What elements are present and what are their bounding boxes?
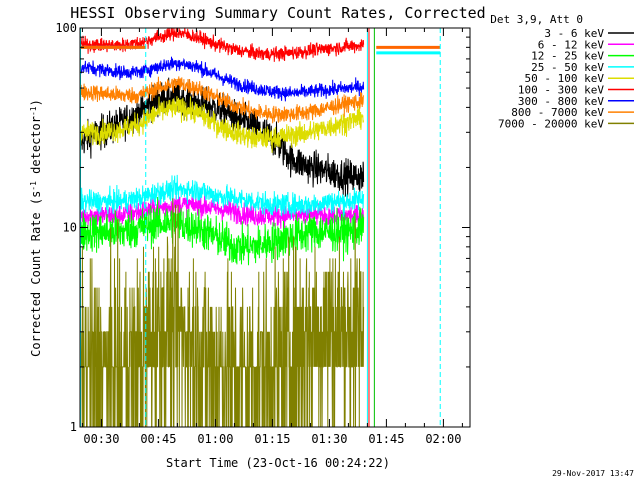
- legend-label: 100 - 300 keV: [518, 84, 604, 97]
- timestamp: 29-Nov-2017 13:47: [552, 469, 634, 478]
- legend-label: 300 - 800 keV: [518, 95, 604, 108]
- x-tick-label: 01:45: [368, 432, 404, 446]
- x-tick-label: 00:45: [140, 432, 176, 446]
- series-12-25kev: [80, 196, 365, 266]
- series-7000-20000kev: [80, 198, 365, 427]
- legend-label: 800 - 7000 keV: [511, 106, 604, 119]
- series-50-100kev: [80, 96, 365, 153]
- series-layer: [80, 28, 365, 427]
- series-100-300kev: [80, 28, 365, 62]
- axes: 00:30 00:45 01:00 01:15 01:30 01:45 02:00 1 10 10…: [55, 21, 471, 446]
- legend-label: 25 - 50 keV: [531, 61, 604, 74]
- x-tick-label: 01:15: [254, 432, 290, 446]
- legend-label: 3 - 6 keV: [544, 27, 604, 40]
- legend-label: 12 - 25 keV: [531, 50, 604, 63]
- y-tick-label: 100: [55, 21, 77, 35]
- series-25-50kev: [80, 174, 365, 220]
- legend-label: 6 - 12 keV: [538, 38, 605, 51]
- x-tick-label: 02:00: [425, 432, 461, 446]
- x-tick-label: 00:30: [83, 432, 119, 446]
- legend-title: Det 3,9, Att 0: [490, 13, 583, 26]
- series-800-7000kev: [80, 76, 365, 124]
- chart-title: HESSI Observing Summary Count Rates, Cor…: [70, 4, 485, 22]
- legend-label: 50 - 100 keV: [525, 72, 605, 85]
- y-tick-label: 1: [70, 420, 77, 434]
- legend-label: 7000 - 20000 keV: [498, 117, 604, 130]
- x-tick-label: 01:30: [311, 432, 347, 446]
- series-300-800kev: [80, 56, 365, 102]
- x-axis-label: Start Time (23-Oct-16 00:24:22): [166, 456, 390, 470]
- y-axis-label: Corrected Count Rate (s-1 detector-1): [29, 99, 44, 357]
- x-tick-label: 01:00: [197, 432, 233, 446]
- y-tick-label: 10: [63, 221, 77, 235]
